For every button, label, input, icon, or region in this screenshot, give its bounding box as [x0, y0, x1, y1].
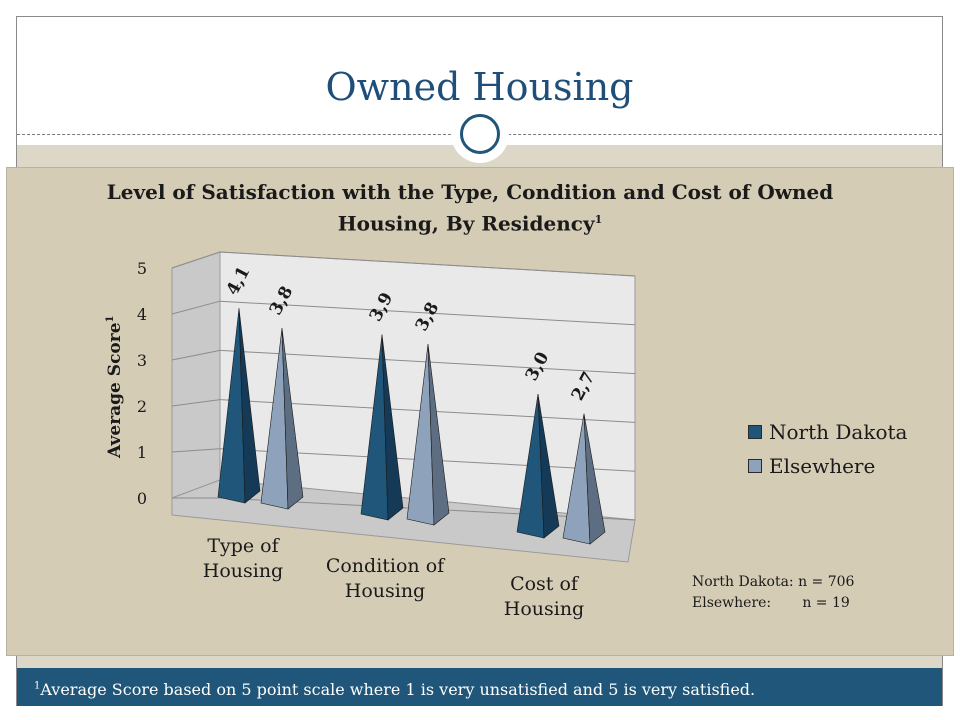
y-axis-label: Average Score1	[105, 316, 125, 460]
plot-side-wall	[171, 251, 221, 499]
chart-title: Level of Satisfaction with the Type, Con…	[100, 178, 840, 238]
decorative-ring-icon	[460, 114, 500, 154]
legend-swatch-elsewhere	[748, 459, 762, 473]
bar-side-face	[281, 328, 304, 510]
y-tick-label: 4	[137, 305, 147, 324]
x-tick-label-line: Housing	[345, 580, 425, 602]
gridline	[219, 300, 636, 326]
x-tick-label-line: Housing	[504, 598, 584, 620]
bar-side-face	[381, 334, 404, 521]
sample-size-value: n = 706	[798, 574, 855, 590]
gridline-side	[171, 349, 221, 361]
x-tick-label: Cost of Housing	[504, 573, 584, 620]
bars	[217, 308, 606, 545]
gridline-side	[171, 399, 221, 407]
y-tick-label: 3	[137, 351, 147, 370]
legend-item-north-dakota: North Dakota	[748, 415, 907, 449]
y-axis-label-text: Average Score	[105, 322, 125, 459]
chart-title-text: Level of Satisfaction with the Type, Con…	[106, 180, 834, 236]
bar-side-face	[537, 393, 560, 539]
legend-item-elsewhere: Elsewhere	[748, 449, 907, 483]
footnote-text: Average Score based on 5 point scale whe…	[40, 680, 756, 699]
sample-size-note: North Dakota: n = 706 Elsewhere: n = 19	[692, 572, 854, 614]
chart-title-marker: 1	[594, 213, 603, 226]
y-tick-label: 2	[137, 397, 147, 416]
x-tick-label: Condition of Housing	[326, 555, 446, 602]
gridline	[219, 251, 636, 277]
x-tick-label-line: Cost of	[510, 573, 580, 595]
sample-size-row: North Dakota: n = 706	[692, 572, 854, 593]
legend-label: North Dakota	[769, 420, 908, 444]
x-axis-ticks: Type of Housing Condition of Housing Cost of…	[203, 535, 584, 620]
bar-side-face	[583, 413, 606, 545]
y-tick-label: 5	[137, 259, 147, 278]
footer-bar	[17, 668, 942, 706]
footnote-marker: 1	[34, 680, 41, 692]
gridline-side	[171, 251, 221, 269]
gridline-side	[171, 448, 221, 453]
gridline-side	[171, 300, 221, 315]
legend-swatch-north-dakota	[748, 425, 762, 439]
chart-legend: North Dakota Elsewhere	[748, 415, 907, 483]
x-tick-label-line: Housing	[203, 560, 283, 582]
y-tick-label: 1	[137, 443, 147, 462]
legend-label: Elsewhere	[769, 454, 876, 478]
page-title: Owned Housing	[325, 65, 634, 109]
sample-size-value: n = 19	[802, 595, 850, 611]
bar-side-face	[238, 308, 261, 504]
sample-size-label: North Dakota:	[692, 574, 794, 590]
x-tick-label-line: Condition of	[326, 555, 446, 577]
sample-size-row: Elsewhere: n = 19	[692, 593, 854, 614]
footnote: 1Average Score based on 5 point scale wh…	[34, 680, 755, 699]
y-tick-label: 0	[137, 489, 147, 508]
y-axis-ticks: 0 1 2 3 4 5	[137, 259, 147, 508]
y-axis-label-marker: 1	[105, 316, 116, 323]
sample-size-label: Elsewhere:	[692, 595, 772, 611]
bar-side-face	[427, 344, 450, 526]
x-tick-label-line: Type of	[207, 535, 280, 557]
x-tick-label: Type of Housing	[203, 535, 283, 582]
